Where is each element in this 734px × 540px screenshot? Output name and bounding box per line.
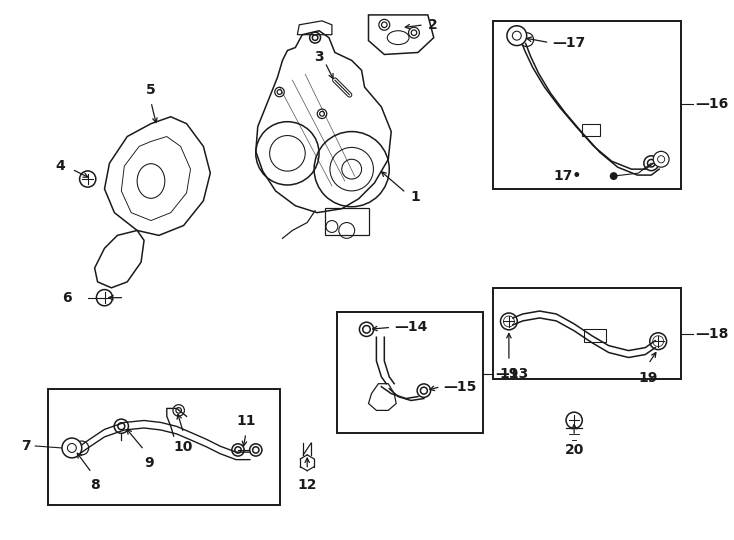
Text: 17•: 17• (554, 169, 582, 183)
Text: 4: 4 (55, 159, 65, 173)
Bar (584, 329, 606, 342)
Text: —15: —15 (443, 380, 477, 394)
Circle shape (507, 26, 527, 45)
Bar (337, 312, 483, 433)
Text: 10: 10 (174, 440, 193, 454)
Circle shape (653, 336, 664, 347)
Bar (493, 21, 681, 189)
Bar (325, 208, 369, 235)
Text: 12: 12 (297, 477, 317, 491)
Circle shape (504, 316, 515, 327)
Text: 7: 7 (21, 439, 30, 453)
Circle shape (653, 151, 669, 167)
Text: 8: 8 (90, 477, 100, 491)
Text: 11: 11 (236, 414, 255, 428)
Text: 5: 5 (146, 83, 156, 97)
Circle shape (62, 438, 81, 458)
Circle shape (610, 172, 617, 180)
Bar (582, 124, 600, 136)
Text: 1: 1 (410, 190, 420, 204)
Text: 19: 19 (639, 371, 658, 385)
Text: 6: 6 (62, 291, 72, 305)
Text: —16: —16 (695, 97, 728, 111)
Bar (493, 288, 681, 379)
Text: 20: 20 (564, 443, 584, 457)
Text: —13: —13 (495, 367, 528, 381)
Text: 2: 2 (428, 18, 437, 32)
Text: 19: 19 (499, 367, 519, 381)
Text: —17: —17 (553, 36, 586, 50)
Bar (48, 389, 280, 505)
Text: 3: 3 (314, 50, 324, 64)
Text: —18: —18 (695, 327, 728, 341)
Text: —14: —14 (394, 320, 428, 334)
Text: 9: 9 (144, 456, 154, 470)
